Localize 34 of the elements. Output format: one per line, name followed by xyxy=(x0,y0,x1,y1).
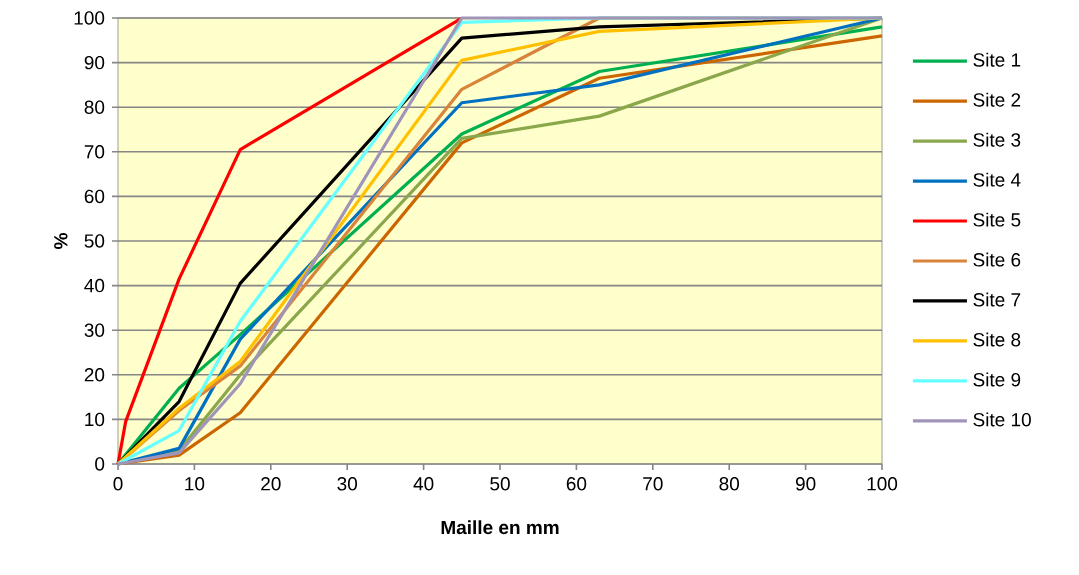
x-tick-label: 10 xyxy=(185,477,205,491)
legend-label: Site 5 xyxy=(973,212,1021,227)
legend-label: Site 4 xyxy=(973,172,1021,187)
y-tick-label: 20 xyxy=(84,368,105,382)
x-tick-label: 90 xyxy=(795,477,816,491)
x-tick-label: 70 xyxy=(643,477,663,491)
y-tick-label: 100 xyxy=(74,11,105,25)
y-tick-label: 0 xyxy=(95,457,105,471)
y-axis-title: % xyxy=(54,233,68,249)
legend-label: Site 8 xyxy=(973,332,1021,347)
y-tick-label: 70 xyxy=(84,145,105,159)
y-tick-label: 50 xyxy=(84,234,105,248)
y-tick-label: 40 xyxy=(84,278,105,293)
legend-label: Site 9 xyxy=(973,372,1021,387)
x-tick-label: 100 xyxy=(867,477,898,491)
legend-label: Site 3 xyxy=(973,132,1021,147)
legend-label: Site 7 xyxy=(973,292,1021,307)
legend-label: Site 1 xyxy=(973,52,1021,67)
x-tick-label: 30 xyxy=(337,477,358,491)
x-tick-label: 50 xyxy=(490,477,510,491)
x-tick-label: 40 xyxy=(413,477,434,491)
y-tick-label: 90 xyxy=(84,55,105,70)
y-tick-label: 60 xyxy=(84,189,105,204)
y-tick-label: 80 xyxy=(84,100,105,114)
y-tick-label: 10 xyxy=(85,412,105,427)
x-tick-label: 80 xyxy=(719,477,740,491)
legend-label: Site 10 xyxy=(973,412,1031,427)
y-tick-label: 30 xyxy=(84,323,105,337)
legend-label: Site 6 xyxy=(973,252,1021,267)
x-tick-label: 0 xyxy=(113,477,123,491)
x-tick-label: 60 xyxy=(566,477,587,491)
legend-label: Site 2 xyxy=(973,92,1021,107)
x-tick-label: 20 xyxy=(261,477,281,491)
x-axis-title: Maille en mm xyxy=(441,520,559,535)
